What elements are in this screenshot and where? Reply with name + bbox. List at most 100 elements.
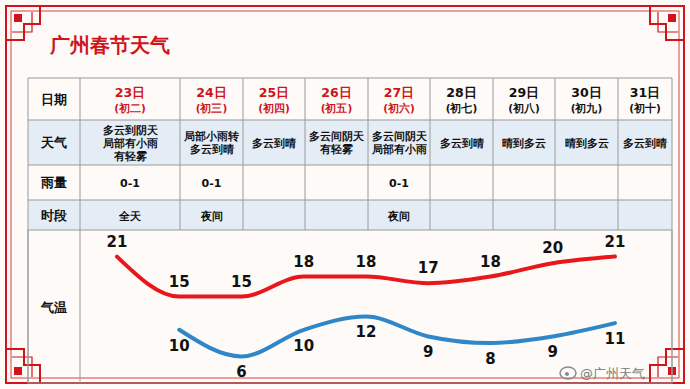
data-label: 21 [605,233,626,251]
table-line [28,120,672,121]
ornament-square [14,14,22,22]
ornament-square [668,14,676,22]
date-label: 29日 [509,85,539,100]
weather-text: 多云到晴 [623,137,667,149]
corner-ornament [650,6,684,40]
weather-text: 多云到晴 [440,137,484,149]
weather-text: 晴到多云 [565,137,609,149]
ornament-line [650,349,684,383]
row-label: 天气 [40,135,67,150]
data-label: 18 [293,253,314,271]
table-line [493,78,494,230]
chart-svg: 广州春节天气日期天气雨量时段气温23日(初二)24日(初三)25日(初四)26日… [0,0,690,389]
lunar-label: (初六) [383,102,415,114]
period-text: 夜间 [200,210,223,223]
corner-ornament [650,349,684,383]
table-line [243,78,244,230]
date-label: 31日 [630,85,660,100]
plot-marks [117,257,615,357]
ornament-line [6,349,40,383]
table-line [430,78,431,230]
weather-text: 多云到晴 [252,137,296,149]
lunar-label: (初十) [629,102,661,114]
ornament-square [14,367,22,375]
lunar-label: (初七) [446,102,478,114]
data-label: 20 [542,239,563,257]
data-label: 18 [356,253,377,271]
lunar-label: (初四) [258,102,290,114]
lunar-label: (初二) [114,102,146,114]
rainfall-text: 0-1 [202,177,222,190]
data-label: 15 [169,273,190,291]
weather-text: 多云间阴天 [309,130,364,142]
lunar-label: (初九) [571,102,603,114]
ornament-line [12,12,32,32]
corner-ornament [6,349,40,383]
row-shade [28,200,672,230]
weather-text: 多云到阴天 [103,124,158,136]
weather-text: 局部有小雨 [102,137,158,149]
source-text: @广州天气 [580,366,645,381]
table-line [28,200,672,201]
date-label: 24日 [196,85,226,100]
frame-outer [6,6,684,383]
data-label: 11 [605,330,626,348]
watermark-icon [560,367,576,379]
frame-inner [11,11,679,378]
data-label: 9 [423,343,433,361]
data-label: 10 [293,337,314,355]
data-label: 10 [169,337,190,355]
ornament-line [12,357,32,377]
data-label: 17 [418,259,439,277]
plot-frame [28,230,672,383]
lunar-label: (初三) [196,102,228,114]
date-label: 25日 [259,85,289,100]
watermark: @广州天气 [560,366,645,381]
rainfall-text: 0-1 [389,177,409,190]
weather-text: 多云间阴天 [372,130,427,142]
ornament-line [658,357,678,377]
row-label: 雨量 [40,175,67,190]
table: 日期天气雨量时段气温 23日 (初二) 24日 (初三) 25日 (初四) 26日 (初五) 27… [28,78,672,383]
table-line [618,78,619,230]
ornament-line [6,6,40,40]
lunar-label: (初八) [508,102,540,114]
row-label: 气温 [40,300,67,315]
table-line [180,78,181,230]
watermark-icon [565,372,569,376]
weather-text: 局部小雨转 [183,130,239,142]
date-label: 30日 [571,85,601,100]
data-label: 6 [236,363,246,381]
data-label: 15 [231,273,252,291]
data-label: 21 [107,233,128,251]
ornament-line [650,6,684,40]
date-label: 27日 [384,85,414,100]
data-label: 18 [480,253,501,271]
date-label: 28日 [446,85,476,100]
weather-text: 有轻雾 [113,150,147,162]
row-label: 日期 [41,92,67,107]
chart-root: 广州春节天气日期天气雨量时段气温23日(初二)24日(初三)25日(初四)26日… [0,0,690,389]
date-label: 26日 [321,85,351,100]
table-line [28,165,672,166]
period-text: 夜间 [387,210,410,223]
corner-ornament [6,6,40,40]
background [0,0,690,389]
weather-text: 有轻雾 [319,143,353,155]
table-line [368,78,369,230]
table-line [28,78,672,79]
weather-text: 局部有小雨 [371,143,427,155]
lunar-label: (初五) [321,102,353,114]
date-label: 23日 [115,85,145,100]
ornament-line [658,12,678,32]
table-line [555,78,556,230]
data-label: 12 [356,323,377,341]
row-shade [28,120,672,165]
row-label: 时段 [41,208,68,223]
data-labels: 21 15 15 18 18 17 18 20 21 10 6 10 12 9 8 9 11 [107,233,626,382]
data-label: 9 [548,343,558,361]
data-label: 8 [485,350,495,368]
table-line [305,78,306,230]
rainfall-text: 0-1 [120,177,140,190]
weather-text: 多云到晴 [190,143,234,155]
